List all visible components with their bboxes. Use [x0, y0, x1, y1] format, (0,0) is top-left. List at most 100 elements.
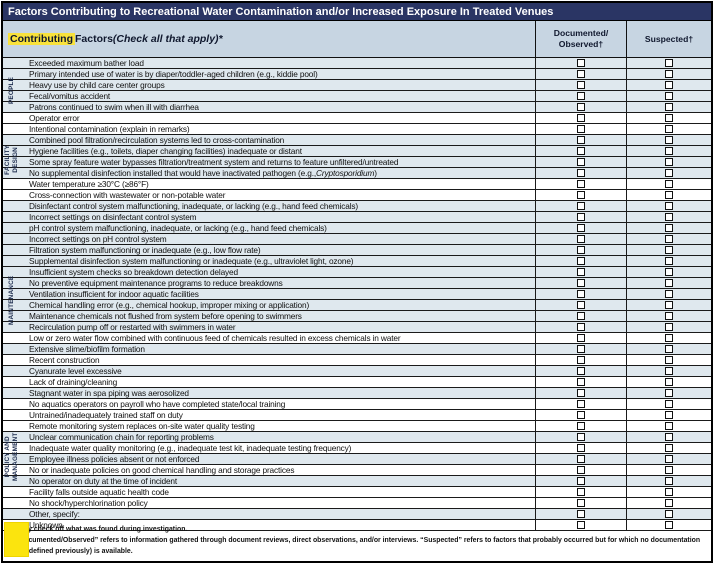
suspected-checkbox[interactable] [665, 356, 673, 364]
factor-text: No shock/hyperchlorination policy [29, 498, 148, 508]
suspected-checkbox[interactable] [665, 312, 673, 320]
documented-checkbox[interactable] [577, 191, 585, 199]
suspected-checkbox[interactable] [665, 367, 673, 375]
suspected-checkbox[interactable] [665, 279, 673, 287]
documented-checkbox[interactable] [577, 334, 585, 342]
documented-checkbox[interactable] [577, 70, 585, 78]
documented-checkbox[interactable] [577, 444, 585, 452]
suspected-checkbox[interactable] [665, 345, 673, 353]
suspected-checkbox[interactable] [665, 499, 673, 507]
documented-checkbox[interactable] [577, 323, 585, 331]
suspected-checkbox[interactable] [665, 334, 673, 342]
factor-text: Low or zero water flow combined with con… [29, 333, 401, 343]
suspected-checkbox[interactable] [665, 235, 673, 243]
suspected-checkbox[interactable] [665, 257, 673, 265]
documented-checkbox[interactable] [577, 356, 585, 364]
documented-checkbox[interactable] [577, 488, 585, 496]
documented-checkbox[interactable] [577, 279, 585, 287]
documented-checkbox[interactable] [577, 147, 585, 155]
suspected-checkbox[interactable] [665, 169, 673, 177]
documented-checkbox[interactable] [577, 411, 585, 419]
suspected-checkbox-cell [626, 168, 711, 178]
suspected-checkbox[interactable] [665, 521, 673, 529]
documented-checkbox[interactable] [577, 92, 585, 100]
documented-checkbox[interactable] [577, 400, 585, 408]
suspected-checkbox[interactable] [665, 224, 673, 232]
documented-checkbox[interactable] [577, 301, 585, 309]
documented-checkbox[interactable] [577, 136, 585, 144]
suspected-checkbox[interactable] [665, 389, 673, 397]
suspected-checkbox[interactable] [665, 510, 673, 518]
documented-checkbox[interactable] [577, 499, 585, 507]
documented-checkbox[interactable] [577, 422, 585, 430]
table-header-row: Contributing Factors (Check all that app… [3, 21, 711, 58]
documented-checkbox[interactable] [577, 466, 585, 474]
factor-row: Inadequate water quality monitoring (e.g… [3, 443, 711, 454]
suspected-checkbox[interactable] [665, 477, 673, 485]
suspected-checkbox[interactable] [665, 191, 673, 199]
documented-checkbox[interactable] [577, 521, 585, 529]
suspected-checkbox[interactable] [665, 323, 673, 331]
suspected-checkbox[interactable] [665, 213, 673, 221]
documented-checkbox[interactable] [577, 103, 585, 111]
documented-checkbox[interactable] [577, 378, 585, 386]
documented-checkbox[interactable] [577, 477, 585, 485]
suspected-checkbox-cell [626, 344, 711, 354]
suspected-checkbox[interactable] [665, 92, 673, 100]
factor-text: Ventilation insufficient for indoor aqua… [29, 289, 199, 299]
documented-checkbox-cell [535, 190, 626, 200]
suspected-checkbox[interactable] [665, 180, 673, 188]
suspected-checkbox[interactable] [665, 268, 673, 276]
suspected-checkbox[interactable] [665, 301, 673, 309]
suspected-checkbox[interactable] [665, 147, 673, 155]
documented-checkbox[interactable] [577, 213, 585, 221]
documented-checkbox[interactable] [577, 158, 585, 166]
documented-checkbox[interactable] [577, 345, 585, 353]
documented-checkbox[interactable] [577, 59, 585, 67]
suspected-checkbox[interactable] [665, 378, 673, 386]
suspected-checkbox[interactable] [665, 466, 673, 474]
suspected-checkbox[interactable] [665, 400, 673, 408]
suspected-checkbox[interactable] [665, 444, 673, 452]
documented-checkbox[interactable] [577, 510, 585, 518]
documented-checkbox[interactable] [577, 180, 585, 188]
documented-checkbox[interactable] [577, 125, 585, 133]
documented-checkbox[interactable] [577, 433, 585, 441]
suspected-checkbox-cell [626, 476, 711, 486]
factor-text: Remote monitoring system replaces on-sit… [29, 421, 255, 431]
documented-checkbox[interactable] [577, 202, 585, 210]
suspected-checkbox[interactable] [665, 433, 673, 441]
documented-checkbox[interactable] [577, 268, 585, 276]
suspected-checkbox[interactable] [665, 158, 673, 166]
suspected-checkbox[interactable] [665, 455, 673, 463]
suspected-checkbox[interactable] [665, 59, 673, 67]
suspected-checkbox[interactable] [665, 422, 673, 430]
documented-checkbox[interactable] [577, 257, 585, 265]
suspected-checkbox[interactable] [665, 202, 673, 210]
suspected-checkbox[interactable] [665, 290, 673, 298]
factor-row: Lack of draining/cleaning [3, 377, 711, 388]
suspected-checkbox[interactable] [665, 114, 673, 122]
suspected-checkbox[interactable] [665, 411, 673, 419]
suspected-checkbox[interactable] [665, 81, 673, 89]
documented-checkbox[interactable] [577, 389, 585, 397]
documented-checkbox[interactable] [577, 312, 585, 320]
suspected-checkbox[interactable] [665, 136, 673, 144]
documented-checkbox[interactable] [577, 169, 585, 177]
documented-checkbox[interactable] [577, 114, 585, 122]
documented-checkbox[interactable] [577, 367, 585, 375]
documented-checkbox[interactable] [577, 224, 585, 232]
documented-checkbox[interactable] [577, 455, 585, 463]
documented-checkbox[interactable] [577, 235, 585, 243]
documented-checkbox[interactable] [577, 290, 585, 298]
suspected-checkbox[interactable] [665, 246, 673, 254]
documented-checkbox[interactable] [577, 246, 585, 254]
suspected-checkbox[interactable] [665, 103, 673, 111]
factor-text: Exceeded maximum bather load [29, 58, 144, 68]
documented-checkbox-cell [535, 476, 626, 486]
suspected-checkbox[interactable] [665, 488, 673, 496]
suspected-checkbox[interactable] [665, 70, 673, 78]
suspected-checkbox[interactable] [665, 125, 673, 133]
documented-checkbox[interactable] [577, 81, 585, 89]
factor-text: No supplemental disinfection installed t… [29, 168, 377, 178]
